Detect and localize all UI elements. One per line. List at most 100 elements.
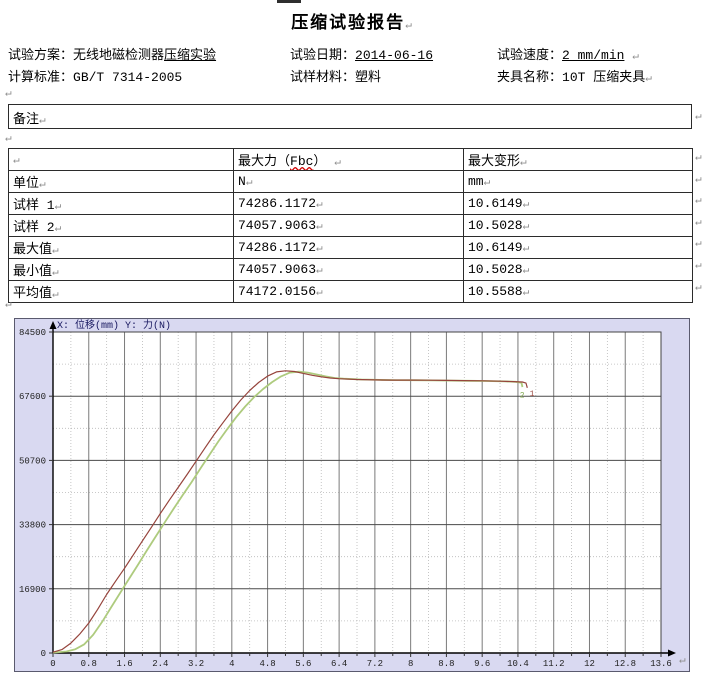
deform-value-cell: 10.6149↵ [463, 192, 693, 215]
chart-canvas: 0 0.8 1.6 2.4 3.2 4 4.8 5.6 6.4 7.2 8 8.8 9.6 10.4 11.… [19, 318, 676, 669]
x-tick-label: 8 [408, 659, 413, 669]
remarks-box: 备注↵ [8, 104, 692, 129]
field-label: 计算标准： [8, 70, 74, 85]
field-label: 试样材料： [290, 70, 356, 85]
table-row: 试样 1↵ 74286.1172↵ 10.6149↵ [8, 192, 693, 215]
paragraph-mark: ↵ [645, 73, 652, 85]
paragraph-mark: ↵ [632, 51, 639, 63]
force-value-cell: 74172.0156↵ [233, 280, 464, 303]
force-displacement-chart: 0 0.8 1.6 2.4 3.2 4 4.8 5.6 6.4 7.2 8 8.8 9.6 10.4 11.… [14, 318, 690, 672]
row-label-cell: 最大值↵ [8, 236, 234, 259]
paragraph-mark: ↵ [5, 299, 12, 311]
field-fixture-name: 夹具名称：10T 压缩夹具↵ [497, 66, 652, 85]
field-value-underlined: 压缩实验 [164, 48, 217, 63]
x-tick-label: 0.8 [81, 659, 97, 669]
field-test-date: 试验日期：2014-06-16 [290, 44, 433, 63]
field-sample-material: 试样材料：塑料 [290, 66, 381, 85]
y-tick-label: 50700 [19, 456, 46, 466]
table-row: 平均值↵ 74172.0156↵ 10.5588↵ [8, 280, 693, 303]
y-tick-label: 33800 [19, 521, 46, 531]
deform-value-cell: 10.6149↵ [463, 236, 693, 259]
paragraph-mark: ↵ [679, 655, 686, 667]
y-tick-label: 67600 [19, 392, 46, 402]
field-value: 无线地磁检测器 [73, 48, 165, 63]
table-row: 试样 2↵ 74057.9063↵ 10.5028↵ [8, 214, 693, 237]
x-tick-label: 2.4 [152, 659, 168, 669]
force-value-cell: 74286.1172↵ [233, 236, 464, 259]
field-label: 试验速度： [497, 48, 563, 63]
row-end-mark: ↵ [695, 238, 702, 251]
row-end-mark: ↵ [695, 152, 702, 164]
y-axis-arrow-icon [49, 321, 57, 329]
row-end-mark: ↵ [695, 173, 702, 186]
field-test-plan: 试验方案：无线地磁检测器压缩实验 [8, 44, 216, 63]
x-tick-label: 1.6 [116, 659, 132, 669]
field-label: 夹具名称： [497, 70, 563, 85]
curve-end-label: 1 [530, 390, 535, 399]
x-axis-arrow-icon [668, 649, 676, 657]
row-label-cell: 最小值↵ [8, 258, 234, 281]
force-value-cell: 74057.9063↵ [233, 258, 464, 281]
row-end-mark: ↵ [695, 260, 702, 272]
field-value-underlined: 2014-06-16 [355, 48, 434, 63]
paragraph-mark: ↵ [5, 88, 12, 100]
row-end-mark: ↵ [695, 216, 702, 229]
top-edge-artifact [277, 0, 301, 3]
paragraph-mark: ↵ [5, 133, 12, 145]
x-tick-label: 9.6 [474, 659, 490, 669]
header-cell-max-force: 最大力（Fbc） ↵ [233, 148, 464, 171]
table-header-row: ↵ 最大力（Fbc） ↵ 最大变形↵ [8, 148, 693, 171]
row-label-cell: 试样 1↵ [8, 192, 234, 215]
row-end-mark: ↵ [695, 195, 702, 208]
x-tick-label: 4.8 [259, 659, 275, 669]
curve-sample-1 [52, 370, 528, 653]
report-title-row: 压缩试验报告↵ [0, 8, 703, 34]
table-row: 单位↵ N↵ mm↵ [8, 170, 693, 193]
x-tick-label: 10.4 [507, 659, 529, 669]
field-label: 试验方案： [8, 48, 74, 63]
curve-end-label: 2 [520, 391, 525, 400]
chart-axes-legend: X: 位移(mm) Y: 力(N) [57, 319, 171, 332]
row-end-mark: ↵ [695, 111, 702, 123]
table-row: 最小值↵ 74057.9063↵ 10.5028↵ [8, 258, 693, 281]
force-value-cell: 74286.1172↵ [233, 192, 464, 215]
y-tick-label: 84500 [19, 328, 46, 338]
field-calc-standard: 计算标准：GB/T 7314-2005 [8, 66, 182, 85]
table-row: 最大值↵ 74286.1172↵ 10.6149↵ [8, 236, 693, 259]
x-tick-label: 7.2 [367, 659, 383, 669]
x-tick-label: 8.8 [438, 659, 454, 669]
deform-value-cell: 10.5028↵ [463, 214, 693, 237]
y-tick-label: 0 [41, 649, 46, 659]
row-end-mark: ↵ [695, 281, 702, 294]
x-tick-label: 0 [50, 659, 55, 669]
x-tick-label: 12 [584, 659, 595, 669]
force-value-cell: N↵ [233, 170, 464, 193]
x-tick-label: 3.2 [188, 659, 204, 669]
row-label-cell: 单位↵ [8, 170, 234, 193]
field-test-speed: 试验速度：2 mm/min ↵ [497, 44, 639, 63]
header-cell-blank: ↵ [8, 148, 234, 171]
page-title: 压缩试验报告 [291, 15, 406, 34]
x-tick-label: 6.4 [331, 659, 347, 669]
x-tick-label: 5.6 [295, 659, 311, 669]
header-cell-max-deform: 最大变形↵ [463, 148, 693, 171]
force-value-cell: 74057.9063↵ [233, 214, 464, 237]
row-label-cell: 试样 2↵ [8, 214, 234, 237]
x-tick-label: 4 [229, 659, 234, 669]
x-tick-label: 11.2 [543, 659, 565, 669]
row-label-cell: 平均值↵ [8, 280, 234, 303]
y-tick-label: 16900 [19, 585, 46, 595]
field-value: 塑料 [355, 70, 382, 85]
deform-value-cell: 10.5028↵ [463, 258, 693, 281]
deform-value-cell: 10.5588↵ [463, 280, 693, 303]
field-value-underlined: 2 mm/min [562, 48, 625, 63]
remarks-text: 备注 [13, 112, 40, 127]
paragraph-mark: ↵ [39, 115, 46, 127]
results-table: ↵ 最大力（Fbc） ↵ 最大变形↵ 单位↵ N↵ mm↵ 试样 1↵ 74286.1172↵… [8, 148, 693, 303]
x-tick-label: 12.8 [614, 659, 636, 669]
field-value: GB/T 7314-2005 [73, 70, 183, 85]
x-tick-label: 13.6 [650, 659, 672, 669]
field-value: 10T 压缩夹具 [562, 70, 646, 85]
field-label: 试验日期： [290, 48, 356, 63]
paragraph-mark: ↵ [405, 20, 412, 32]
